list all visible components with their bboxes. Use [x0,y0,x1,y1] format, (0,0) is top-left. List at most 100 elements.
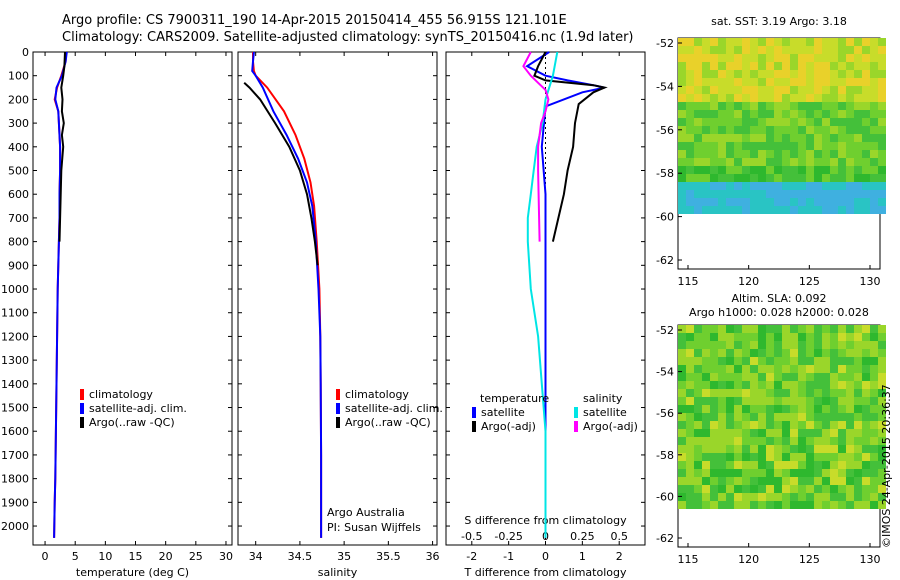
sla-map-cell [726,325,734,333]
sst-map-cell [806,46,814,54]
sla-map-cell [822,325,830,333]
sst-map-cell [758,94,766,102]
sst-map-cell [782,198,790,206]
sla-map-cell [734,429,742,437]
sst-map-cell [870,206,878,214]
sst-map-cell [702,190,710,198]
sst-map-cell [854,62,862,70]
sla-map-cell [814,405,822,413]
sla-map-cell [750,429,758,437]
sla-map-cell [822,485,830,493]
sla-map-cell [790,365,798,373]
sla-map-cell [726,485,734,493]
sst-map-cell [750,142,758,150]
sst-map-cell [870,54,878,62]
sst-map-cell [782,110,790,118]
sla-map-cell [878,493,886,501]
sla-map-cell [790,373,798,381]
sla-map-cell [798,469,806,477]
sst-map-cell [734,38,742,46]
sst-map-cell [830,134,838,142]
sla-map-cell [830,453,838,461]
sla-map-cell [686,493,694,501]
sla-map-cell [838,357,846,365]
sla-map-cell [862,501,870,509]
sst-map-cell [806,94,814,102]
sla-map-cell [822,357,830,365]
sst-map-cell [846,142,854,150]
sst-map-cell [686,182,694,190]
sla-map-cell [726,333,734,341]
sst-map-cell [782,78,790,86]
x-tick-label-top: 0.5 [610,530,628,543]
sla-map-cell [838,413,846,421]
sst-map-cell [686,102,694,110]
sla-map-cell [678,421,686,429]
sst-map-cell [726,118,734,126]
sla-map-x-tick-label: 130 [860,553,881,566]
sst-map-cell [846,190,854,198]
sst-map-cell [878,110,886,118]
sla-map-cell [710,333,718,341]
sst-map-cell [686,166,694,174]
sst-map-cell [790,206,798,214]
sla-map-cell [694,357,702,365]
sst-map-cell [710,142,718,150]
sst-map-cell [838,174,846,182]
sla-map-cell [734,469,742,477]
sst-map-cell [814,150,822,158]
sla-map-cell [814,501,822,509]
sla-map-cell [718,501,726,509]
sla-map-cell [750,333,758,341]
sst-map-cell [694,150,702,158]
sst-map-cell [790,38,798,46]
sst-map-cell [750,190,758,198]
sla-map-cell [734,421,742,429]
sst-map-cell [862,102,870,110]
sst-map-cell [718,142,726,150]
sla-map-cell [710,461,718,469]
sla-map-cell [694,429,702,437]
sla-map-cell [814,437,822,445]
sla-map-cell [694,421,702,429]
sst-map-field [678,38,886,214]
sla-map-cell [758,397,766,405]
sla-map-cell [798,333,806,341]
sst-map-cell [822,118,830,126]
sla-map-cell [814,445,822,453]
sla-map-cell [758,429,766,437]
sst-map-cell [750,70,758,78]
sla-map-cell [678,413,686,421]
sst-map-cell [774,174,782,182]
sst-map-cell [830,70,838,78]
sla-map-cell [806,341,814,349]
sla-map-cell [678,349,686,357]
sst-map-cell [774,70,782,78]
sst-map-cell [710,166,718,174]
sst-map-cell [718,126,726,134]
sla-map-cell [846,405,854,413]
sst-map-cell [790,78,798,86]
sst-map-cell [814,38,822,46]
sst-map-cell [766,142,774,150]
y-tick-label: 1600 [1,425,29,438]
sst-map-cell [814,46,822,54]
sla-map-cell [790,501,798,509]
sla-map-cell [854,349,862,357]
sla-map-cell [830,493,838,501]
sla-map-cell [702,357,710,365]
sla-map-cell [838,389,846,397]
sla-map-cell [846,437,854,445]
sst-map-cell [782,86,790,94]
sst-map-cell [710,190,718,198]
sst-map-cell [694,38,702,46]
sla-map-cell [718,421,726,429]
sla-map-cell [774,477,782,485]
sla-map-cell [854,405,862,413]
sla-map-cell [814,389,822,397]
sla-map-cell [766,373,774,381]
sla-map-cell [678,381,686,389]
sst-map-cell [766,54,774,62]
sla-map-cell [878,485,886,493]
sla-map-cell [710,349,718,357]
